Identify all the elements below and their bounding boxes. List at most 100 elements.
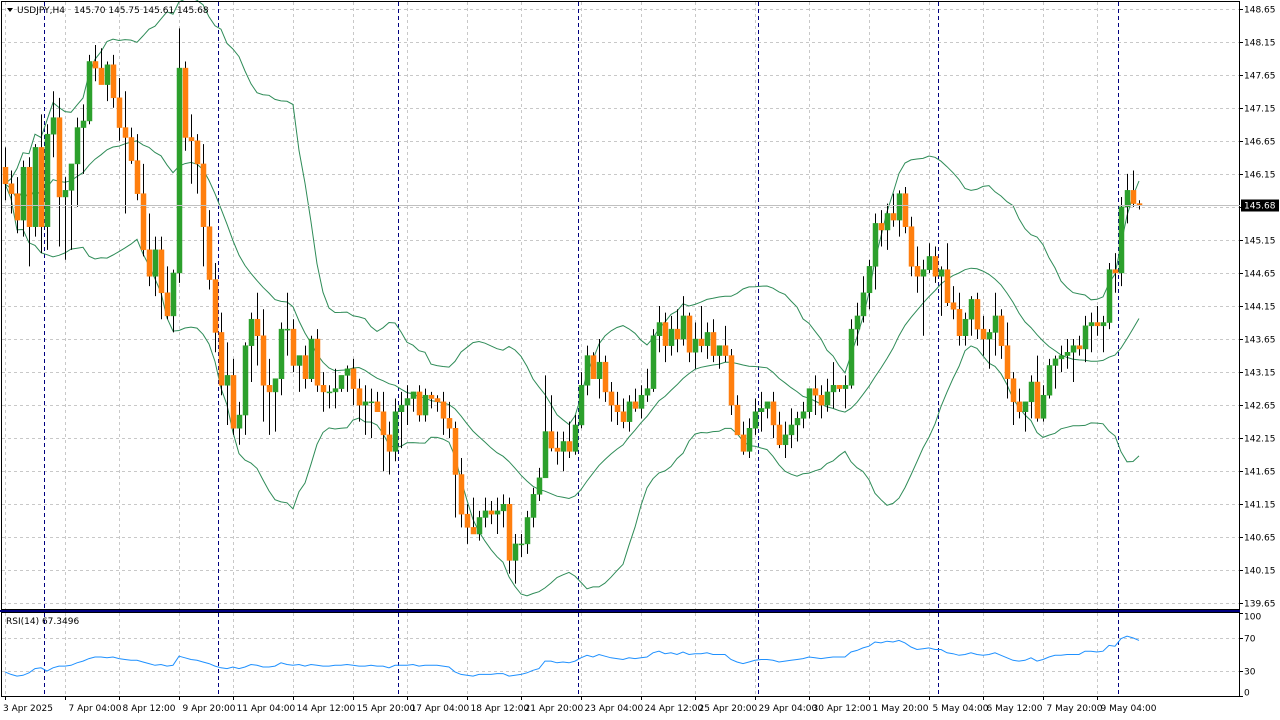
price-tick-label: 140.15 — [1244, 567, 1276, 577]
candle — [740, 421, 747, 455]
time-tick-label: 21 Apr 20:00 — [525, 704, 584, 714]
candle-body — [722, 345, 729, 356]
candle — [530, 487, 537, 528]
candle-body — [776, 424, 783, 446]
candle-body — [548, 431, 555, 449]
candle-body — [230, 375, 237, 429]
candle-body — [188, 137, 195, 142]
candle-body — [530, 494, 537, 518]
time-tick-label: 9 May 04:00 — [1101, 704, 1157, 714]
candle-body — [158, 249, 165, 294]
candle-body — [860, 292, 867, 317]
candle — [884, 203, 891, 250]
candle-body — [98, 67, 105, 85]
time-tick-label: 25 Apr 20:00 — [699, 704, 758, 714]
candle-body — [134, 160, 141, 194]
candle-body — [962, 318, 969, 336]
candle — [92, 44, 99, 82]
candle-body — [74, 127, 81, 165]
candle-body — [824, 391, 831, 406]
candle-body — [1034, 381, 1041, 419]
candle — [488, 500, 495, 525]
candle-body — [752, 411, 759, 429]
candle-body — [248, 318, 255, 346]
time-tick-label: 18 Apr 12:00 — [471, 704, 530, 714]
candle-body — [662, 322, 669, 346]
candle — [122, 91, 129, 214]
candle-body — [164, 292, 171, 317]
candle — [764, 401, 771, 419]
rsi-line — [4, 635, 1140, 677]
candle-body — [704, 332, 711, 346]
candle-body — [308, 338, 315, 379]
candle — [374, 391, 381, 412]
candle-body — [644, 388, 651, 396]
candle-body — [434, 398, 441, 403]
candle-body — [1130, 190, 1137, 204]
candle — [668, 315, 675, 356]
price-tick-label: 140.65 — [1244, 534, 1276, 544]
candle — [410, 391, 417, 412]
candles — [2, 28, 1143, 584]
candle — [452, 421, 459, 518]
dropdown-triangle-icon[interactable] — [7, 8, 13, 12]
candle-body — [674, 328, 681, 340]
candle-body — [50, 117, 57, 135]
candle — [692, 322, 699, 369]
candle-body — [1112, 269, 1119, 274]
candle — [584, 345, 591, 396]
candle-body — [344, 368, 351, 376]
candle — [158, 236, 165, 320]
candle — [1094, 306, 1101, 336]
time-tick-label: 24 Apr 12:00 — [645, 704, 704, 714]
candle — [920, 259, 927, 336]
candle — [254, 292, 261, 366]
candle-body — [392, 411, 399, 452]
candle-body — [680, 315, 687, 340]
candle-body — [68, 163, 75, 191]
candle — [500, 494, 507, 528]
day-separators — [44, 2, 1119, 696]
candle — [74, 117, 81, 207]
candle-body — [374, 401, 381, 412]
candle — [860, 276, 867, 323]
candle — [542, 375, 549, 479]
candle — [296, 355, 303, 392]
candle — [992, 292, 999, 356]
candle — [560, 431, 567, 472]
candle-body — [554, 447, 561, 452]
candle-body — [974, 299, 981, 330]
candle-body — [1010, 378, 1017, 403]
candle — [2, 147, 9, 201]
candle — [908, 216, 915, 277]
rsi-tick-label: 0 — [1244, 689, 1250, 699]
candle — [824, 378, 831, 412]
candle — [440, 391, 447, 435]
candle — [1028, 375, 1035, 419]
candle — [50, 91, 57, 158]
candle — [590, 352, 597, 379]
candle-body — [854, 315, 861, 330]
candle — [998, 309, 1005, 359]
candle — [914, 246, 921, 293]
candle — [26, 157, 33, 267]
candle-body — [182, 67, 189, 138]
candle-body — [80, 120, 87, 128]
candle — [146, 213, 153, 287]
candle — [938, 266, 945, 316]
rsi-tick-label: 100 — [1244, 613, 1261, 623]
candle — [1118, 196, 1125, 287]
candle — [848, 319, 855, 389]
candle-body — [614, 404, 621, 412]
candle — [422, 388, 429, 422]
candle-body — [620, 411, 627, 422]
candle — [314, 329, 321, 392]
candle-body — [266, 385, 273, 393]
candle-body — [458, 474, 465, 515]
candle — [350, 358, 357, 406]
candle — [896, 190, 903, 237]
candle — [506, 497, 513, 574]
candle-body — [326, 391, 333, 394]
candle — [494, 497, 501, 534]
